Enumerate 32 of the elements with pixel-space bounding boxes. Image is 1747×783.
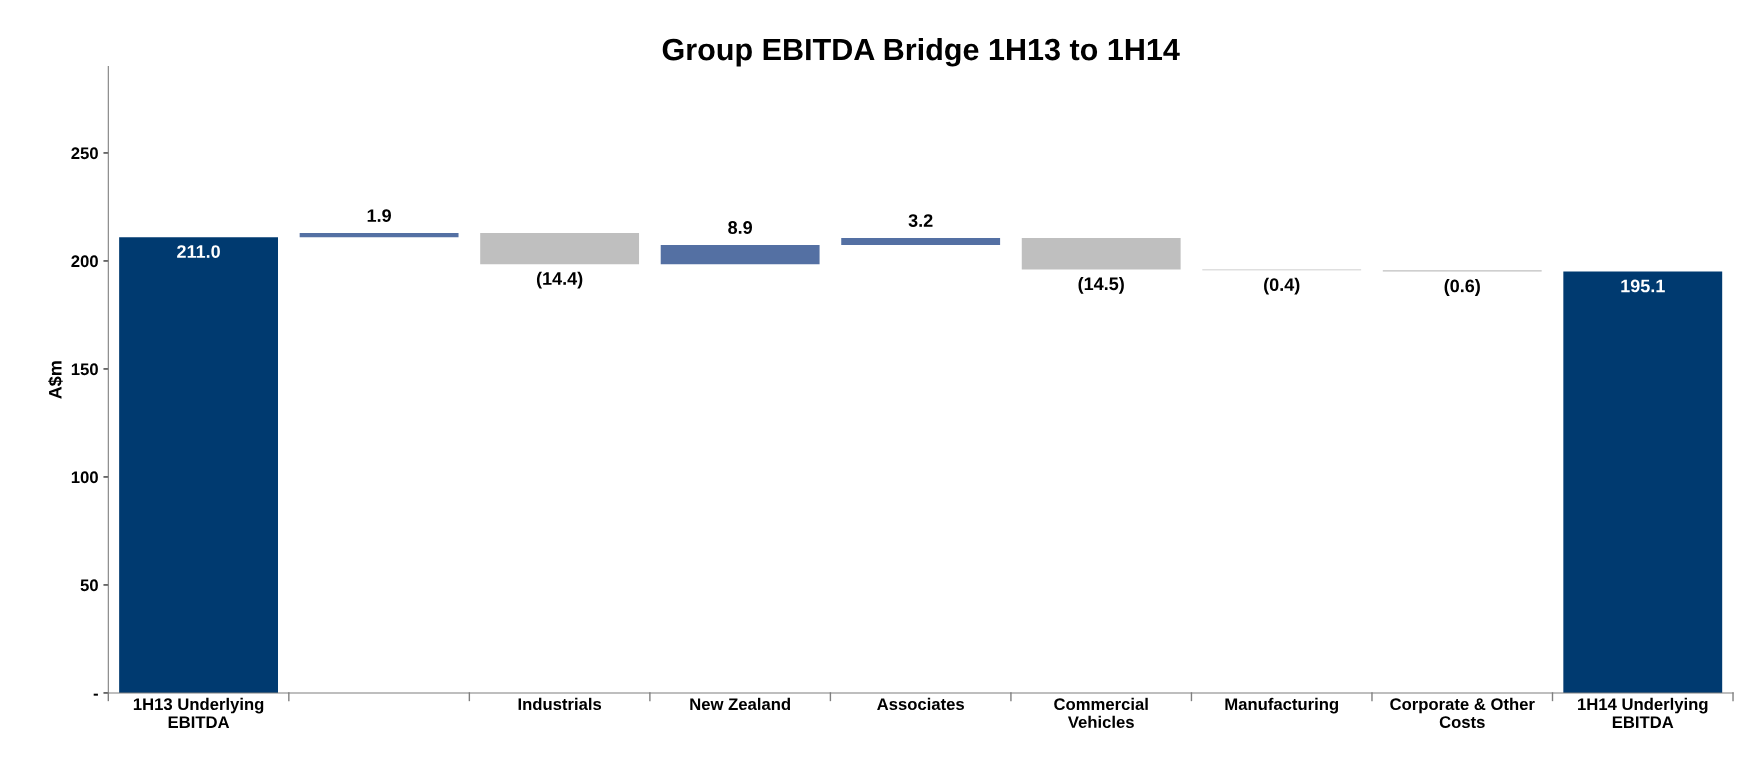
- bar: [841, 238, 1001, 245]
- x-tick-label: 1H13 Underlying EBITDA: [133, 697, 264, 728]
- data-label: 211.0: [177, 245, 220, 258]
- y-tick-label: 200: [71, 255, 98, 268]
- y-tick-label: -: [93, 693, 98, 696]
- x-tick-label: Commercial Vehicles: [1054, 697, 1148, 729]
- y-tick-label: 250: [71, 147, 98, 160]
- data-label: 8.9: [728, 221, 753, 234]
- chart-title: Group EBITDA Bridge 1H13 to 1H14: [662, 37, 1180, 67]
- y-tick-label: 100: [71, 471, 98, 484]
- x-tick-label: Manufacturing: [1225, 697, 1339, 714]
- bar: [299, 233, 459, 238]
- data-label: (14.4): [536, 271, 583, 289]
- x-tick-label: New Zealand: [690, 697, 790, 711]
- data-label: (14.5): [1078, 276, 1124, 294]
- bar: [119, 237, 279, 693]
- bar: [1021, 238, 1181, 270]
- y-axis-title: A$m: [48, 361, 63, 399]
- x-tick-label: Industrials: [518, 697, 602, 711]
- y-tick-label: 150: [71, 363, 98, 376]
- bar: [1563, 271, 1723, 693]
- x-tick-label: 1H14 Underlying EBITDA: [1578, 697, 1708, 728]
- y-tick-label: 50: [80, 579, 98, 592]
- data-label: (0.6): [1444, 279, 1480, 296]
- data-label: (0.4): [1264, 277, 1300, 295]
- data-label: 1.9: [367, 209, 391, 223]
- bar: [660, 244, 820, 265]
- data-label: 195.1: [1621, 279, 1665, 293]
- x-tick-label: Corporate & Other Costs: [1390, 697, 1535, 729]
- data-label: 3.2: [908, 214, 933, 227]
- x-tick-label: Associates: [877, 697, 964, 711]
- bar: [480, 233, 640, 265]
